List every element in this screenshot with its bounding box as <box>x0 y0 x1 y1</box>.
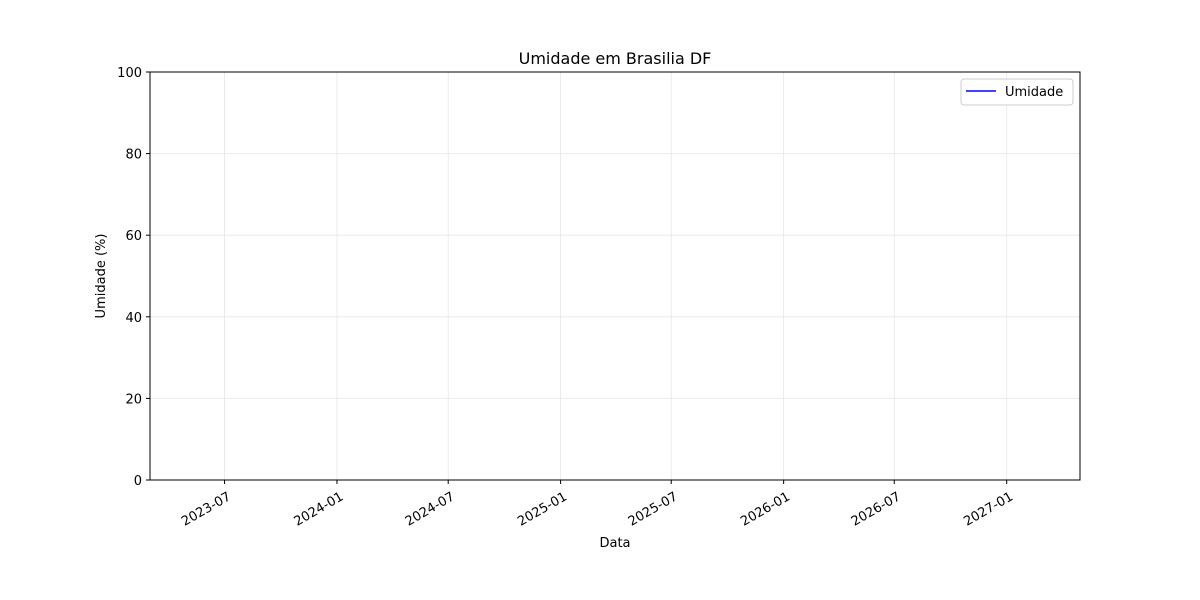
y-axis-label: Umidade (%) <box>94 234 109 319</box>
legend-label-umidade: Umidade <box>1005 85 1063 100</box>
chart-title: Umidade em Brasilia DF <box>519 49 712 68</box>
y-tick-label-1: 20 <box>125 392 142 407</box>
legend: Umidade <box>960 78 1074 106</box>
legend-box <box>960 78 1074 106</box>
y-tick-label-5: 100 <box>117 66 142 81</box>
x-axis-label: Data <box>599 536 630 551</box>
y-tick-label-0: 0 <box>134 474 142 489</box>
y-axis-ticks: 0 20 40 60 80 100 <box>117 66 150 489</box>
y-tick-label-4: 80 <box>125 148 142 163</box>
y-tick-label-2: 40 <box>125 311 142 326</box>
y-tick-label-3: 60 <box>125 229 142 244</box>
grid-lines <box>150 71 1080 481</box>
plot-area-frame <box>149 71 1081 481</box>
